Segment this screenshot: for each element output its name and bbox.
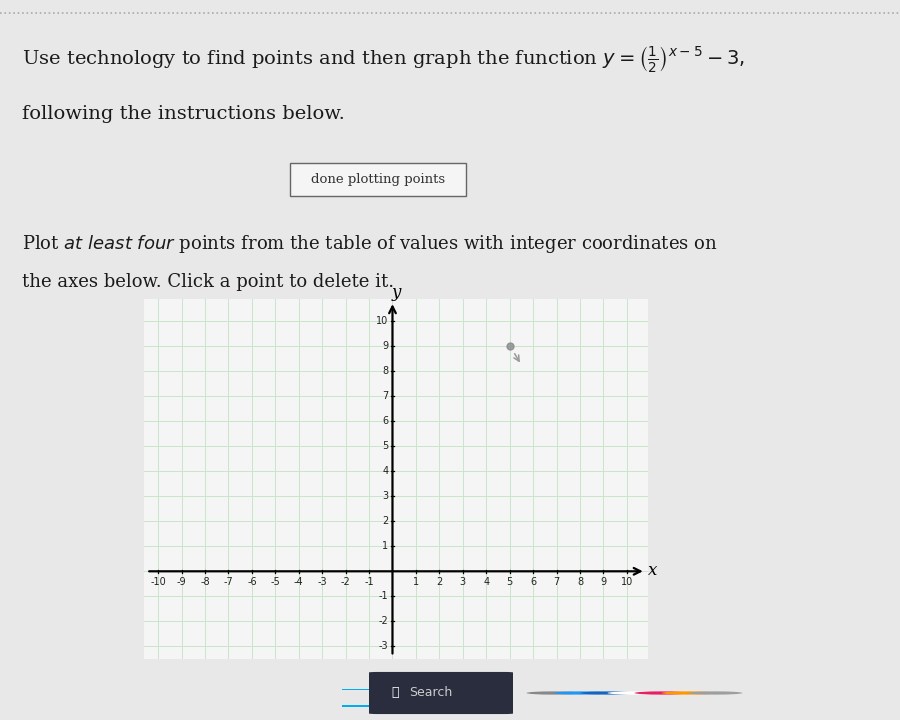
Circle shape — [554, 691, 608, 695]
Circle shape — [580, 691, 634, 695]
Text: 5: 5 — [507, 577, 513, 587]
Text: -1: -1 — [379, 591, 388, 601]
Text: 2: 2 — [382, 516, 388, 526]
Text: -2: -2 — [379, 616, 388, 626]
Text: -8: -8 — [200, 577, 210, 587]
Text: -2: -2 — [341, 577, 350, 587]
Circle shape — [526, 691, 580, 695]
Circle shape — [608, 691, 662, 695]
Circle shape — [662, 691, 716, 695]
Text: Search: Search — [410, 686, 453, 700]
Bar — [356, 705, 372, 706]
Text: 6: 6 — [382, 416, 388, 426]
Text: -9: -9 — [176, 577, 186, 587]
Text: 9: 9 — [382, 341, 388, 351]
Text: 4: 4 — [483, 577, 490, 587]
Text: -7: -7 — [223, 577, 233, 587]
Text: done plotting points: done plotting points — [310, 174, 446, 186]
Text: 4: 4 — [382, 467, 388, 477]
Text: -3: -3 — [379, 642, 388, 652]
Circle shape — [688, 691, 742, 695]
Text: 3: 3 — [460, 577, 466, 587]
Text: 10: 10 — [376, 316, 388, 326]
Text: 3: 3 — [382, 491, 388, 501]
FancyBboxPatch shape — [290, 163, 466, 197]
Bar — [342, 705, 358, 706]
Text: 5: 5 — [382, 441, 388, 451]
Text: 9: 9 — [600, 577, 607, 587]
Text: 1: 1 — [382, 541, 388, 552]
Text: -4: -4 — [294, 577, 303, 587]
Text: 7: 7 — [382, 391, 388, 401]
Text: -1: -1 — [364, 577, 373, 587]
Text: y: y — [392, 284, 401, 301]
Text: the axes below. Click a point to delete it.: the axes below. Click a point to delete … — [22, 273, 394, 291]
Text: following the instructions below.: following the instructions below. — [22, 105, 346, 123]
Text: 10: 10 — [621, 577, 633, 587]
Text: Plot $\it{at\ least\ four}$ points from the table of values with integer coordin: Plot $\it{at\ least\ four}$ points from … — [22, 233, 718, 255]
Text: 8: 8 — [382, 366, 388, 377]
Text: 🔍: 🔍 — [392, 686, 399, 700]
Text: x: x — [647, 562, 657, 580]
Bar — [356, 689, 372, 690]
Text: 2: 2 — [436, 577, 443, 587]
Text: 6: 6 — [530, 577, 536, 587]
Text: -10: -10 — [150, 577, 166, 587]
Text: -5: -5 — [270, 577, 280, 587]
Text: 8: 8 — [577, 577, 583, 587]
Text: 7: 7 — [554, 577, 560, 587]
FancyBboxPatch shape — [369, 672, 513, 714]
Text: 1: 1 — [413, 577, 419, 587]
Text: -3: -3 — [318, 577, 327, 587]
Text: Use technology to find points and then graph the function $y = \left(\frac{1}{2}: Use technology to find points and then g… — [22, 44, 745, 74]
Circle shape — [634, 691, 688, 695]
Text: -6: -6 — [247, 577, 256, 587]
Bar — [342, 689, 358, 690]
